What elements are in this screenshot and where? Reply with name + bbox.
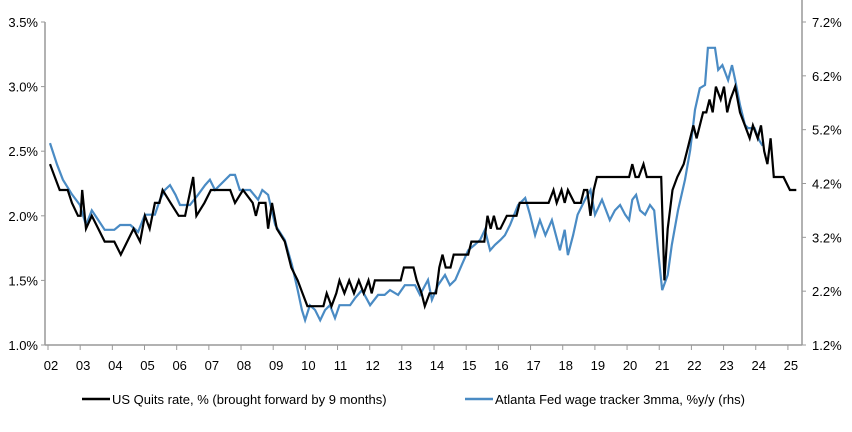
x-tick-label: 17 <box>526 358 540 373</box>
x-tick-label: 02 <box>44 358 58 373</box>
x-tick-label: 16 <box>494 358 508 373</box>
x-tick-label: 23 <box>719 358 733 373</box>
x-tick-label: 09 <box>269 358 283 373</box>
right-tick-label: 5.2% <box>812 123 842 138</box>
left-tick-label: 1.5% <box>8 273 38 288</box>
left-tick-label: 1.0% <box>8 338 38 353</box>
legend-label: US Quits rate, % (brought forward by 9 m… <box>112 392 387 407</box>
x-tick-label: 03 <box>76 358 90 373</box>
x-tick-label: 11 <box>334 358 348 373</box>
x-tick-label: 24 <box>752 358 766 373</box>
legend: US Quits rate, % (brought forward by 9 m… <box>82 392 745 407</box>
x-tick-label: 22 <box>687 358 701 373</box>
series-line-quits-rate <box>48 82 797 310</box>
right-tick-label: 3.2% <box>812 230 842 245</box>
axes: 1.0% 1.5% 2.0% 2.5% 3.0% 3.5% 1.2% 2.2% 3.2% 4.2%… <box>8 0 842 373</box>
x-tick-label: 15 <box>462 358 476 373</box>
left-tick-label: 3.0% <box>8 80 38 95</box>
x-tick-label: 20 <box>623 358 637 373</box>
right-tick-label: 4.2% <box>812 177 842 192</box>
right-tick-label: 6.2% <box>812 69 842 84</box>
x-tick-label: 13 <box>398 358 412 373</box>
x-tick-label: 19 <box>591 358 605 373</box>
x-tick-label: 04 <box>108 358 122 373</box>
series-lines <box>48 46 797 324</box>
right-tick-label: 2.2% <box>812 284 842 299</box>
right-tick-label: 7.2% <box>812 15 842 30</box>
legend-label: Atlanta Fed wage tracker 3mma, %y/y (rhs… <box>495 392 745 407</box>
x-tick-label: 14 <box>430 358 444 373</box>
left-tick-label: 2.0% <box>8 209 38 224</box>
x-tick-label: 07 <box>205 358 219 373</box>
x-tick-label: 08 <box>237 358 251 373</box>
right-tick-label: 1.2% <box>812 338 842 353</box>
x-tick-label: 21 <box>655 358 669 373</box>
series-line-wage-tracker <box>48 46 764 324</box>
x-tick-label: 12 <box>365 358 379 373</box>
left-tick-label: 2.5% <box>8 144 38 159</box>
x-tick-label: 06 <box>172 358 186 373</box>
x-tick-label: 05 <box>140 358 154 373</box>
x-tick-label: 25 <box>784 358 798 373</box>
x-tick-label: 18 <box>558 358 572 373</box>
left-tick-label: 3.5% <box>8 15 38 30</box>
x-tick-label: 10 <box>301 358 315 373</box>
